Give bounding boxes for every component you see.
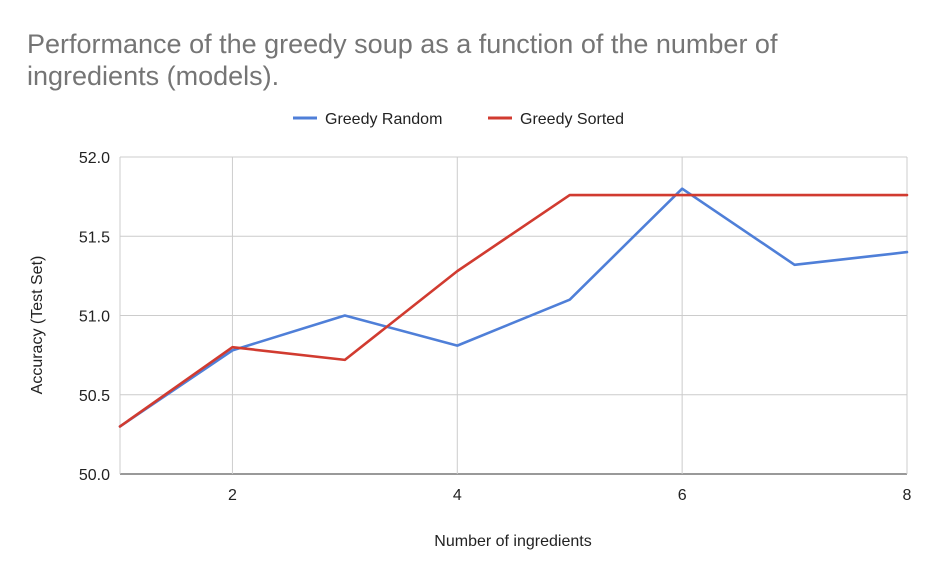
y-tick-label: 50.0 — [79, 467, 110, 484]
y-tick-label: 52.0 — [79, 150, 110, 167]
x-tick-label: 6 — [678, 487, 687, 504]
x-tick-label: 4 — [453, 487, 462, 504]
x-tick-label: 8 — [903, 487, 912, 504]
x-axis-label: Number of ingredients — [434, 533, 591, 550]
grid — [119, 156, 908, 475]
y-axis-label: Accuracy (Test Set) — [29, 256, 46, 395]
y-tick-label: 51.0 — [79, 309, 110, 326]
legend-item-greedy-random: Greedy Random — [293, 111, 442, 128]
series-line-greedy-random — [118, 187, 909, 428]
x-tick-label: 2 — [228, 487, 237, 504]
series-line-greedy-sorted — [118, 193, 909, 428]
chart-title: Performance of the greedy soup as a func… — [27, 29, 778, 91]
legend-label-greedy-sorted: Greedy Sorted — [520, 111, 624, 128]
legend: Greedy Random Greedy Sorted — [293, 111, 624, 128]
y-axis-ticks: 50.0 50.5 51.0 51.5 52.0 — [79, 150, 110, 484]
chart-title-line-1: Performance of the greedy soup as a func… — [27, 29, 778, 59]
series — [118, 187, 909, 428]
y-tick-label: 50.5 — [79, 388, 110, 405]
x-axis-ticks: 2 4 6 8 — [228, 487, 912, 504]
legend-label-greedy-random: Greedy Random — [325, 111, 442, 128]
y-tick-label: 51.5 — [79, 229, 110, 246]
chart-title-line-2: ingredients (models). — [27, 61, 279, 91]
legend-item-greedy-sorted: Greedy Sorted — [488, 111, 624, 128]
